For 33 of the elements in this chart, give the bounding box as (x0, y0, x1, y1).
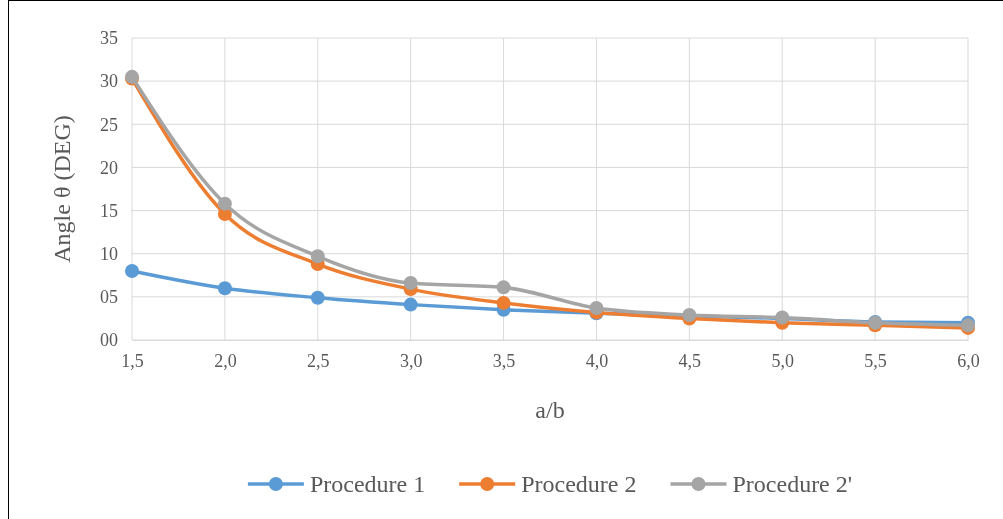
point (310, 249, 325, 264)
point (496, 280, 511, 295)
x-tick-label: 2,5 (307, 350, 330, 371)
x-tick-label: 3,0 (399, 350, 423, 371)
y-axis-title: Angle θ (DEG) (49, 115, 75, 263)
x-axis-title: a/b (535, 397, 565, 423)
y-tick-label: 05 (100, 287, 118, 308)
legend-label: Procedure 2 (521, 471, 637, 497)
x-tick-label: 5,0 (771, 350, 794, 371)
point (589, 301, 604, 316)
point (125, 263, 139, 278)
point (217, 281, 232, 296)
x-tick-label: 3,5 (492, 350, 516, 371)
x-tick-label: 5,5 (864, 350, 887, 371)
y-tick-label: 30 (100, 71, 118, 92)
x-tick-label: 1,5 (121, 350, 144, 371)
x-tick-label: 6,0 (957, 350, 980, 371)
point (310, 290, 325, 305)
point (403, 276, 418, 291)
x-tick-label: 2,0 (214, 350, 237, 371)
x-tick-label: 4,5 (678, 350, 702, 371)
y-tick-label: 15 (100, 200, 118, 221)
y-tick-label: 00 (100, 330, 118, 351)
x-tick-label: 4,0 (585, 350, 609, 371)
y-tick-label: 35 (100, 28, 118, 49)
point (217, 196, 232, 211)
point (496, 295, 511, 310)
y-tick-label: 20 (100, 157, 118, 178)
point (403, 297, 418, 312)
legend-label: Procedure 2' (732, 471, 853, 497)
legend-label: Procedure 1 (309, 471, 426, 497)
y-tick-label: 25 (100, 114, 118, 135)
y-tick-label: 10 (100, 243, 118, 264)
